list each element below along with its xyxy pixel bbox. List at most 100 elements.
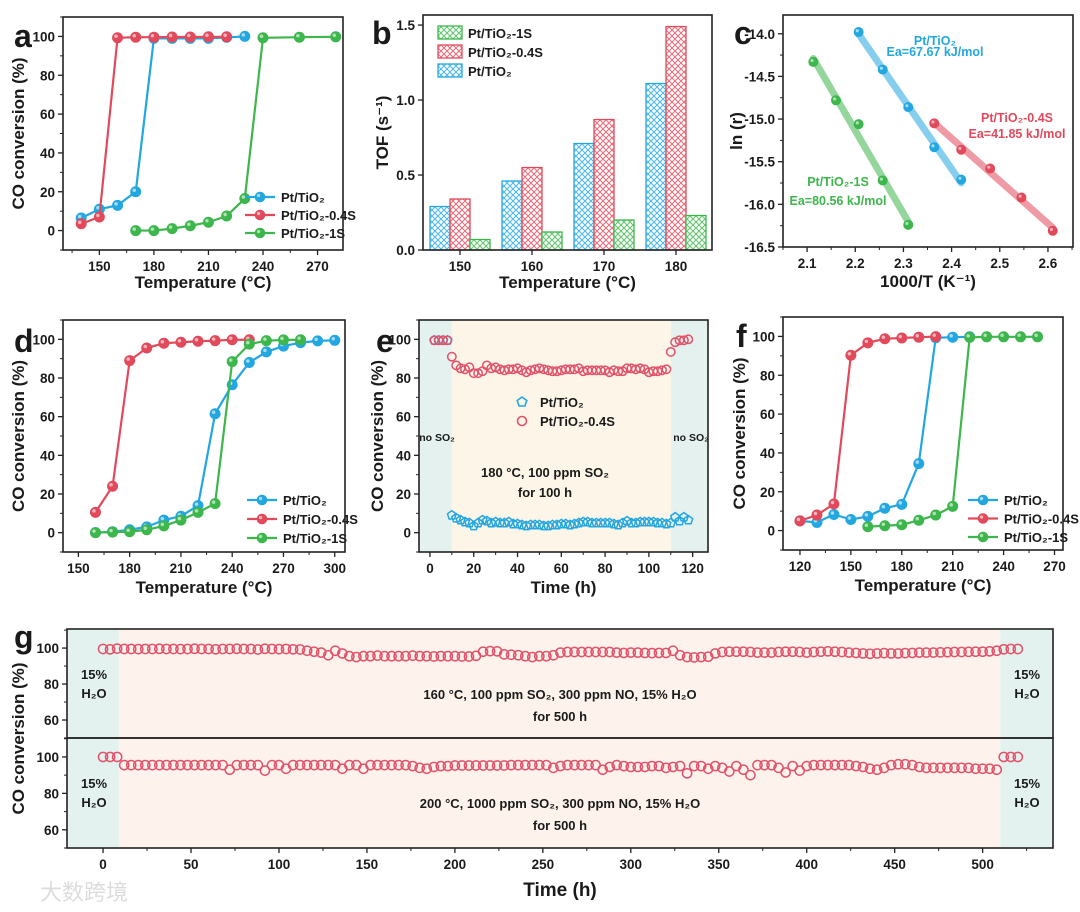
data-point-highlight [1018,194,1022,198]
data-point [534,519,545,530]
data-point [254,227,266,239]
condition-line-2: for 500 h [533,818,587,833]
data-point [808,56,819,67]
data-point [660,647,672,659]
y-tick-label: 0 [47,526,55,541]
x-tick-label: 300 [323,561,346,576]
data-point [463,760,475,771]
data-point-highlight [1017,333,1021,338]
y-axis-title: CO conversion (%) [9,662,28,814]
data-point [107,526,119,538]
data-point-highlight [126,528,130,532]
data-point [538,520,550,531]
data-point [516,519,528,530]
data-point [665,346,676,357]
data-point [991,764,1003,776]
data-point [879,502,891,514]
x-tick-label: 500 [971,857,994,872]
data-point [442,650,454,662]
data-point [266,643,278,655]
bar [521,166,543,251]
legend-item: Pt/TiO₂-1S [247,531,347,546]
x-axis-title: Temperature (°C) [499,273,636,292]
data-point [759,759,770,771]
bar [501,180,523,251]
x-tick-label: 210 [941,559,964,574]
data-point-highlight [126,357,130,361]
data-point [146,759,158,771]
data-point [224,643,236,655]
data-point-highlight [864,513,869,517]
data-point-highlight [132,188,136,192]
data-point-highlight [331,337,335,341]
data-point [862,521,874,533]
bar [429,205,451,251]
legend-item: Pt/TiO₂-0.4S [437,44,543,60]
x-tick-label: 120 [681,561,704,576]
data-point [548,649,559,661]
y-tick-label: -15.0 [744,112,775,127]
data-point [484,760,496,771]
data-point [569,759,580,771]
data-point [512,649,524,661]
data-point [196,759,207,771]
data-point [343,759,355,771]
data-point [877,175,888,186]
data-point [984,645,996,657]
x-axis-title: 1000/T (K⁻¹) [880,272,976,291]
data-point [97,751,109,763]
series-line [94,338,250,513]
data-point [731,646,742,658]
data-point [801,647,813,658]
data-point [604,761,616,773]
data-point [301,759,313,771]
data-point [533,759,545,771]
data-point [148,31,160,43]
data-point-highlight [187,222,191,226]
y-tick-label: 1.5 [396,18,415,33]
data-point-highlight [855,121,859,125]
data-point [808,759,820,771]
data-point [759,647,770,658]
data-point [484,645,496,657]
y-tick-label: 80 [760,368,775,383]
data-point [928,647,939,658]
data-point [146,643,158,655]
data-point [702,763,714,775]
data-point [252,759,264,771]
data-point [182,643,193,655]
data-point [526,651,538,663]
data-point-highlight [905,104,909,108]
y-tick-label: 20 [396,487,411,502]
data-point [456,760,468,771]
y-tick-label: 40 [40,146,55,161]
data-point [499,517,510,528]
data-point-highlight [932,333,936,337]
water-label-right-1: 15% [1014,776,1040,791]
x-tick-label: 180 [891,559,914,574]
data-point-highlight [241,33,246,37]
data-point [1012,751,1024,763]
data-point [661,364,672,375]
data-point [998,751,1010,763]
panel-letter: f [736,318,747,354]
data-point-highlight [263,337,267,341]
data-point [407,650,419,661]
data-point-highlight [280,336,284,341]
data-point [930,331,942,343]
data-point [158,337,170,349]
data-point-highlight [879,177,883,181]
data-point [674,649,686,661]
legend-label: Pt/TiO₂-1S [1004,530,1068,545]
bar [449,198,471,251]
data-point-highlight [830,500,835,505]
data-point-highlight [109,483,113,487]
panel-letter: d [14,323,34,359]
y-tick-label: 80 [40,371,55,386]
data-point [906,759,918,771]
data-point-highlight [77,220,82,225]
data-point [358,650,369,662]
data-point-highlight [983,333,987,338]
series-name-annotation: Pt/TiO₂ [914,34,956,48]
data-point [864,648,876,660]
